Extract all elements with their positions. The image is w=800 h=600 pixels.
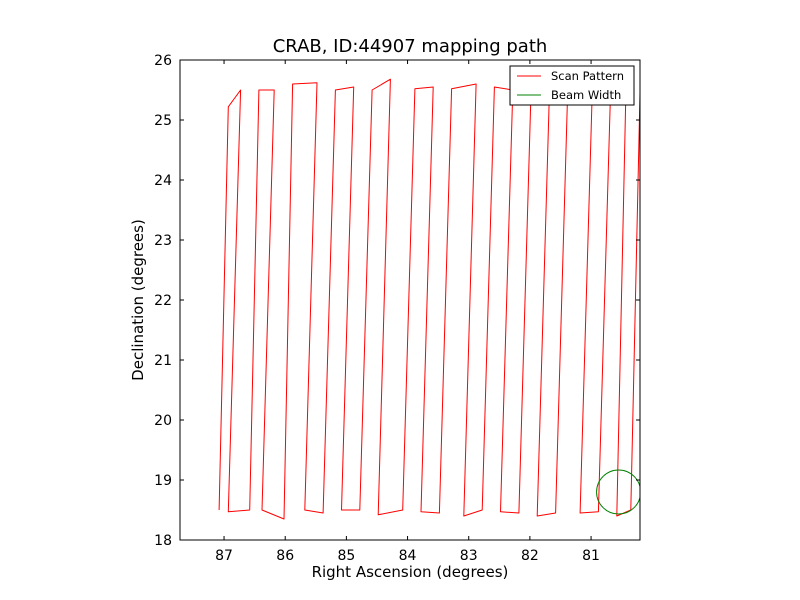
x-tick-label: 85 bbox=[337, 548, 355, 564]
axes-frame bbox=[179, 59, 641, 541]
y-tick-label: 23 bbox=[154, 233, 172, 249]
legend-label-scan-pattern: Scan Pattern bbox=[551, 69, 624, 83]
legend-label-beam-width: Beam Width bbox=[551, 88, 621, 102]
x-tick-label: 86 bbox=[276, 548, 294, 564]
chart-title: CRAB, ID:44907 mapping path bbox=[273, 36, 548, 57]
y-tick-label: 20 bbox=[154, 413, 172, 429]
y-tick-label: 24 bbox=[154, 173, 172, 189]
y-tick-label: 22 bbox=[154, 293, 172, 309]
axis-ticks: 87 86 85 84 83 82 81 18 19 20 21 22 23 24 25 26 bbox=[154, 53, 640, 564]
y-tick-label: 19 bbox=[154, 473, 172, 489]
x-tick-label: 82 bbox=[521, 548, 539, 564]
x-tick-label: 83 bbox=[460, 548, 478, 564]
x-tick-label: 81 bbox=[582, 548, 600, 564]
y-tick-label: 25 bbox=[154, 113, 172, 129]
legend-box bbox=[509, 65, 635, 106]
x-tick-label: 84 bbox=[399, 548, 417, 564]
legend: Scan Pattern Beam Width bbox=[509, 65, 635, 106]
y-tick-label: 26 bbox=[154, 53, 172, 69]
y-tick-label: 21 bbox=[154, 353, 172, 369]
y-tick-label: 18 bbox=[154, 533, 172, 549]
y-axis-label: Declination (degrees) bbox=[129, 219, 147, 381]
x-tick-label: 87 bbox=[215, 548, 233, 564]
x-axis-label: Right Ascension (degrees) bbox=[312, 563, 509, 581]
beam-width-circle bbox=[596, 469, 640, 515]
